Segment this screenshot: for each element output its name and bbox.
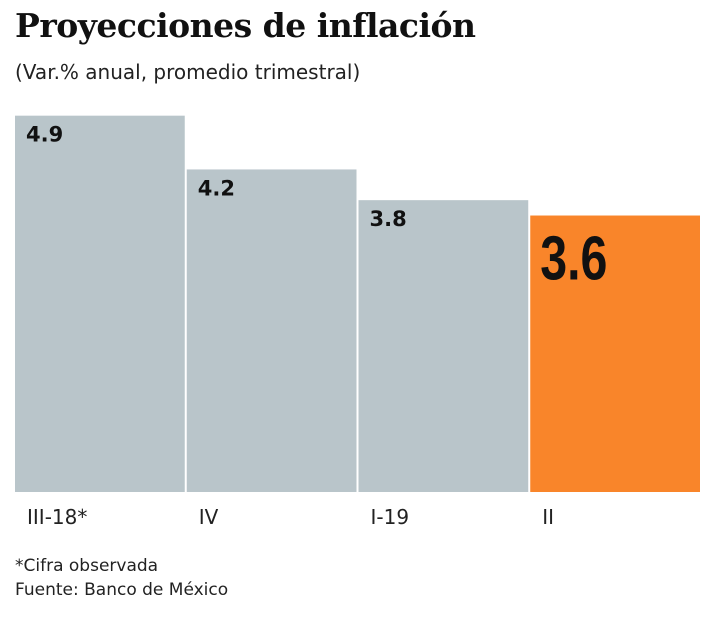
chart-subtitle: (Var.% anual, promedio trimestral) [15,60,361,84]
x-tick-label: III-18* [27,505,87,529]
data-label: 3.6 [540,224,607,293]
bar-I-19 [358,200,529,492]
bar-II [530,215,700,492]
x-tick-label: I-19 [371,505,410,529]
footnote: *Cifra observada [15,556,159,576]
data-label: 4.9 [26,123,63,147]
data-label: 3.8 [370,207,407,231]
x-tick-label: II [542,505,554,529]
bar-III-18* [15,115,185,493]
source-note: Fuente: Banco de México [15,580,229,600]
bar-IV [186,169,357,492]
x-tick-label: IV [199,505,219,529]
data-label: 4.2 [198,176,235,200]
chart-title: Proyecciones de inflación [15,6,476,45]
